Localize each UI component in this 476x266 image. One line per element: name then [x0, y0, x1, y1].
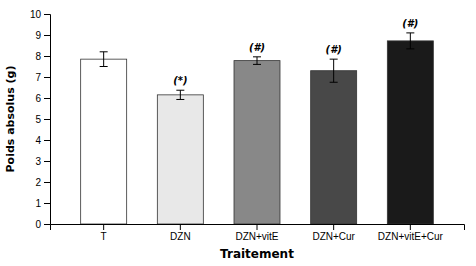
tick: DZN+Cur [312, 224, 355, 242]
tick-label: 5 [35, 114, 41, 125]
tick: T [101, 224, 107, 242]
bar [311, 71, 357, 224]
bar [157, 95, 203, 224]
plot: (*) (#) (#) (#) 0 1 2 3 4 5 6 7 8 9 10 T DZN DZN+vitE DZN+… [30, 9, 465, 242]
x-axis-title: Traitement [220, 247, 294, 261]
tick-label: 9 [35, 30, 41, 41]
annotation: (#) [326, 44, 342, 55]
tick-label: 10 [30, 9, 42, 20]
tick-mark [103, 224, 104, 230]
tick-mark [44, 119, 50, 120]
tick: DZN+vitE [235, 224, 278, 242]
error-bar [330, 59, 338, 82]
error-bar [406, 33, 414, 49]
tick-label: DZN [170, 231, 191, 242]
tick-label: DZN+vitE [235, 231, 278, 242]
tick-label: 6 [35, 93, 41, 104]
tick: 8 [35, 51, 50, 62]
annotation: (#) [402, 18, 418, 29]
tick-mark [44, 14, 50, 15]
axis-line [44, 15, 51, 225]
tick: 1 [35, 198, 50, 209]
tick-mark [44, 203, 50, 204]
x-axis: T DZN DZN+vitE DZN+Cur DZN+vitE+Cur [51, 224, 465, 242]
tick: DZN [170, 224, 191, 242]
bar [387, 41, 433, 224]
error-bar [253, 57, 261, 65]
tick-mark [44, 182, 50, 183]
chart: (*) (#) (#) (#) 0 1 2 3 4 5 6 7 8 9 10 T DZN DZN+vitE DZN+… [0, 0, 476, 266]
y-axis: 0 1 2 3 4 5 6 7 8 9 10 [30, 9, 51, 230]
tick-mark [44, 35, 50, 36]
marks [81, 33, 434, 224]
tick-label: 8 [35, 51, 41, 62]
tick-mark [44, 224, 50, 225]
tick: 9 [35, 30, 50, 41]
tick-mark [44, 77, 50, 78]
tick: 10 [30, 9, 50, 20]
tick: 4 [35, 135, 50, 146]
y-axis-title: Poids absolus (g) [4, 66, 17, 173]
tick: DZN+vitE+Cur [378, 224, 444, 242]
tick: 2 [35, 177, 50, 188]
tick-label: 0 [35, 219, 41, 230]
error-bar [176, 90, 184, 99]
tick: 6 [35, 93, 50, 104]
tick-label: DZN+vitE+Cur [378, 231, 444, 242]
tick-mark [44, 161, 50, 162]
annotation: (*) [173, 75, 187, 86]
tick-mark [333, 224, 334, 230]
tick-label: 1 [35, 198, 41, 209]
tick: 7 [35, 72, 50, 83]
tick-mark [180, 224, 181, 230]
tick: 0 [35, 219, 50, 230]
tick-label: 3 [35, 156, 41, 167]
tick-label: 4 [35, 135, 41, 146]
tick-label: T [101, 231, 107, 242]
tick-label: 2 [35, 177, 41, 188]
tick-label: DZN+Cur [312, 231, 355, 242]
tick-mark [410, 224, 411, 230]
tick-label: 7 [35, 72, 41, 83]
bar [81, 59, 127, 224]
bar [234, 61, 280, 224]
tick-mark [44, 56, 50, 57]
tick: 5 [35, 114, 50, 125]
annotation: (#) [249, 42, 265, 53]
tick: 3 [35, 156, 50, 167]
error-bar [100, 52, 108, 67]
tick-mark [257, 224, 258, 230]
annotations: (*) (#) (#) (#) [173, 18, 418, 86]
axis-line [51, 225, 465, 231]
tick-mark [44, 98, 50, 99]
tick-mark [44, 140, 50, 141]
